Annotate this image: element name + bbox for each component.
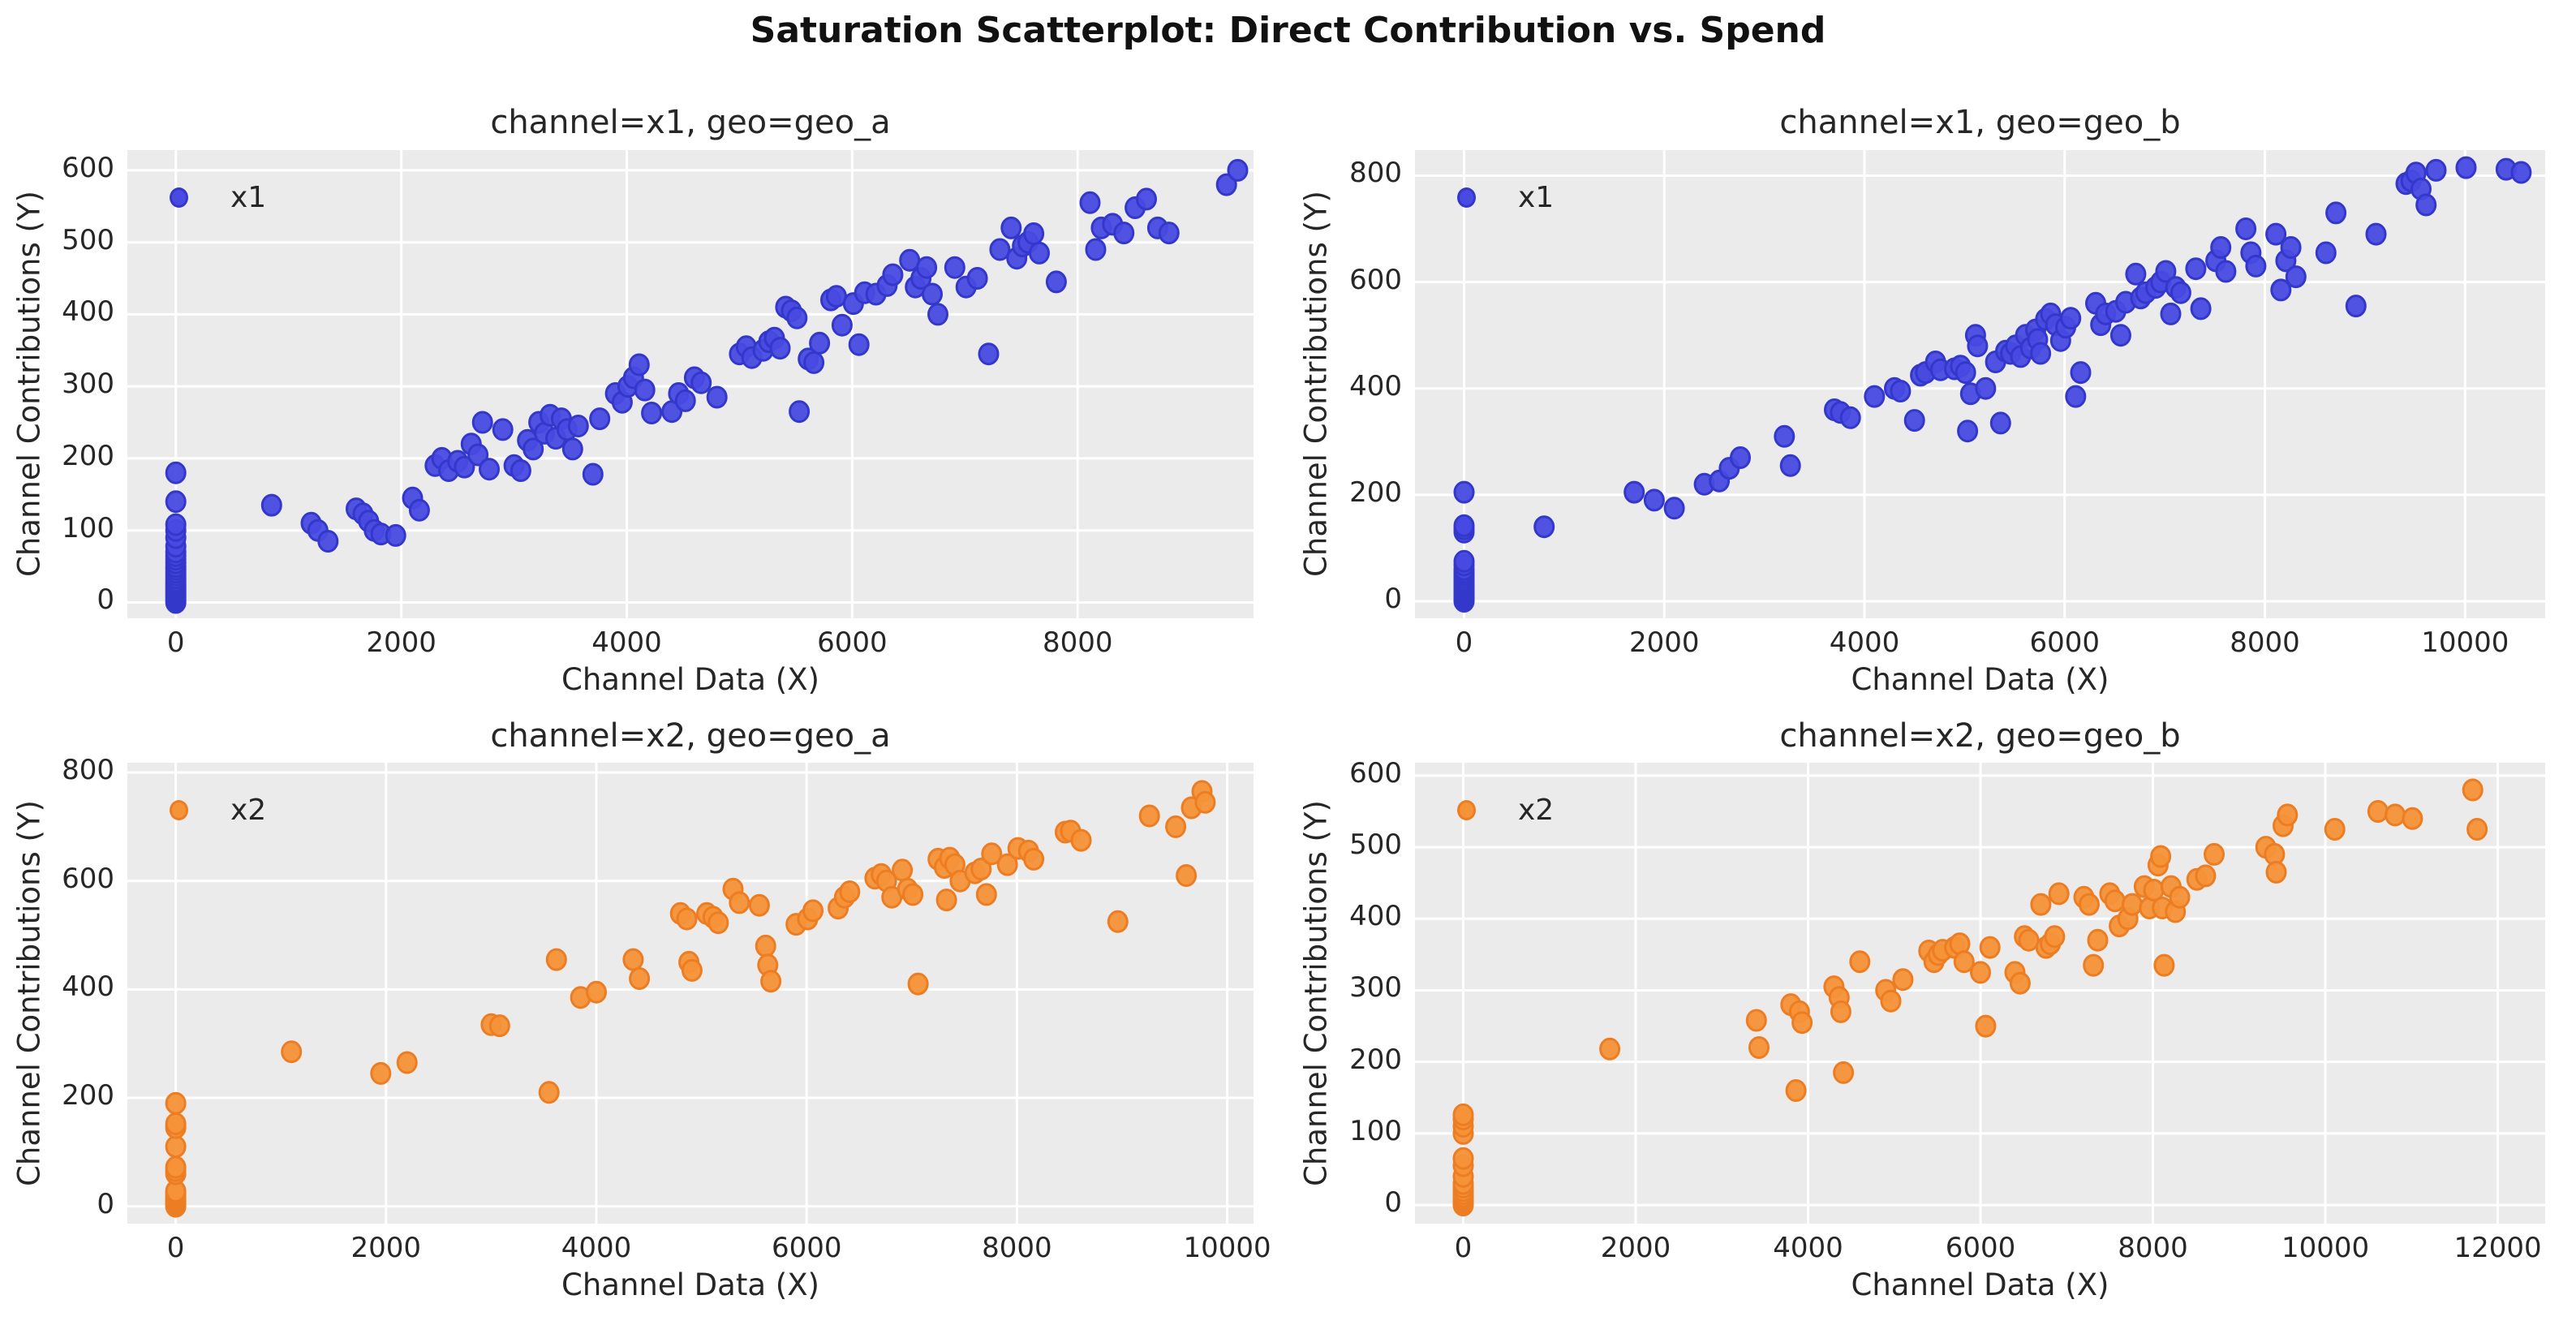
y-tick-label: 800 xyxy=(1349,157,1402,190)
x-tick-label: 0 xyxy=(1455,626,1473,659)
plot-area: x1 xyxy=(1415,150,2545,618)
subplot-title: channel=x1, geo=geo_b xyxy=(1779,104,2181,141)
y-tick-label: 600 xyxy=(62,151,114,184)
x-tick-label: 6000 xyxy=(2029,626,2101,659)
legend: x2 xyxy=(170,794,266,827)
legend: x1 xyxy=(170,181,266,214)
x-tick-label: 8000 xyxy=(982,1232,1052,1264)
legend-marker-icon xyxy=(170,187,188,208)
x-tick-label: 2000 xyxy=(1628,626,1700,659)
legend-label: x2 xyxy=(1518,794,1555,827)
y-tick-label: 0 xyxy=(97,583,114,617)
plot-area: x2 xyxy=(127,763,1254,1224)
legend: x2 xyxy=(1457,794,1554,827)
x-tick-label: 6000 xyxy=(817,626,888,659)
legend-marker-icon xyxy=(1457,800,1476,820)
legend-marker-icon xyxy=(170,800,188,820)
legend-label: x1 xyxy=(230,181,267,214)
y-tick-label: 200 xyxy=(62,1078,114,1112)
x-tick-label: 12000 xyxy=(2453,1232,2542,1264)
y-tick-label: 600 xyxy=(1349,756,1402,790)
y-axis-label: Channel Contributions (Y) xyxy=(1298,800,1334,1186)
x-axis-label: Channel Data (X) xyxy=(561,1267,819,1302)
x-tick-label: 8000 xyxy=(1042,626,1113,659)
legend: x1 xyxy=(1457,181,1554,214)
x-tick-label: 0 xyxy=(166,1232,185,1264)
x-tick-label: 0 xyxy=(166,626,185,659)
scatter-canvas xyxy=(127,763,1254,1224)
y-tick-label: 100 xyxy=(1349,1114,1402,1147)
y-tick-label: 400 xyxy=(1349,369,1402,402)
y-tick-label: 800 xyxy=(62,754,114,787)
x-tick-label: 8000 xyxy=(2118,1232,2188,1264)
x-tick-label: 4000 xyxy=(1773,1232,1843,1264)
y-tick-label: 500 xyxy=(62,223,114,256)
x-axis-label: Channel Data (X) xyxy=(561,662,819,697)
x-tick-label: 6000 xyxy=(1945,1232,2016,1264)
y-tick-label: 600 xyxy=(1349,263,1402,296)
x-tick-label: 6000 xyxy=(771,1232,842,1264)
y-tick-label: 200 xyxy=(1349,1043,1402,1076)
y-tick-label: 200 xyxy=(62,439,114,472)
y-tick-label: 400 xyxy=(1349,900,1402,933)
x-tick-label: 2000 xyxy=(1600,1232,1671,1264)
x-tick-label: 10000 xyxy=(2421,626,2509,659)
y-tick-label: 0 xyxy=(1384,1186,1402,1220)
y-axis-label: Channel Contributions (Y) xyxy=(1298,191,1334,577)
legend-label: x1 xyxy=(1518,181,1555,214)
x-tick-label: 4000 xyxy=(1829,626,1900,659)
x-tick-label: 2000 xyxy=(366,626,437,659)
y-tick-label: 400 xyxy=(62,295,114,329)
subplot-title: channel=x2, geo=geo_b xyxy=(1779,717,2181,755)
y-tick-label: 0 xyxy=(97,1187,114,1220)
x-axis-label: Channel Data (X) xyxy=(1851,1267,2109,1302)
legend-label: x2 xyxy=(230,794,267,827)
x-tick-label: 2000 xyxy=(350,1232,422,1264)
y-tick-label: 600 xyxy=(62,862,114,895)
x-tick-label: 10000 xyxy=(1183,1232,1271,1264)
y-tick-label: 300 xyxy=(62,368,114,401)
y-tick-label: 100 xyxy=(62,511,114,544)
figure-title: Saturation Scatterplot: Direct Contribut… xyxy=(750,10,1826,51)
y-axis-label: Channel Contributions (Y) xyxy=(11,800,47,1186)
x-tick-label: 0 xyxy=(1454,1232,1473,1264)
subplot-title: channel=x1, geo=geo_a xyxy=(490,104,891,141)
plot-area: x1 xyxy=(127,150,1254,618)
x-tick-label: 10000 xyxy=(2281,1232,2370,1264)
y-tick-label: 400 xyxy=(62,970,114,1004)
x-tick-label: 8000 xyxy=(2230,626,2300,659)
scatter-canvas xyxy=(1415,150,2545,618)
y-tick-label: 300 xyxy=(1349,971,1402,1005)
subplot-title: channel=x2, geo=geo_a xyxy=(490,717,891,755)
scatter-canvas xyxy=(1415,763,2545,1224)
y-tick-label: 0 xyxy=(1384,583,1402,616)
y-axis-label: Channel Contributions (Y) xyxy=(11,191,47,577)
scatter-canvas xyxy=(127,150,1254,618)
plot-area: x2 xyxy=(1415,763,2545,1224)
x-tick-label: 4000 xyxy=(561,1232,632,1264)
y-tick-label: 200 xyxy=(1349,475,1402,509)
x-axis-label: Channel Data (X) xyxy=(1851,662,2109,697)
legend-marker-icon xyxy=(1457,187,1476,208)
y-tick-label: 500 xyxy=(1349,828,1402,862)
x-tick-label: 4000 xyxy=(591,626,662,659)
